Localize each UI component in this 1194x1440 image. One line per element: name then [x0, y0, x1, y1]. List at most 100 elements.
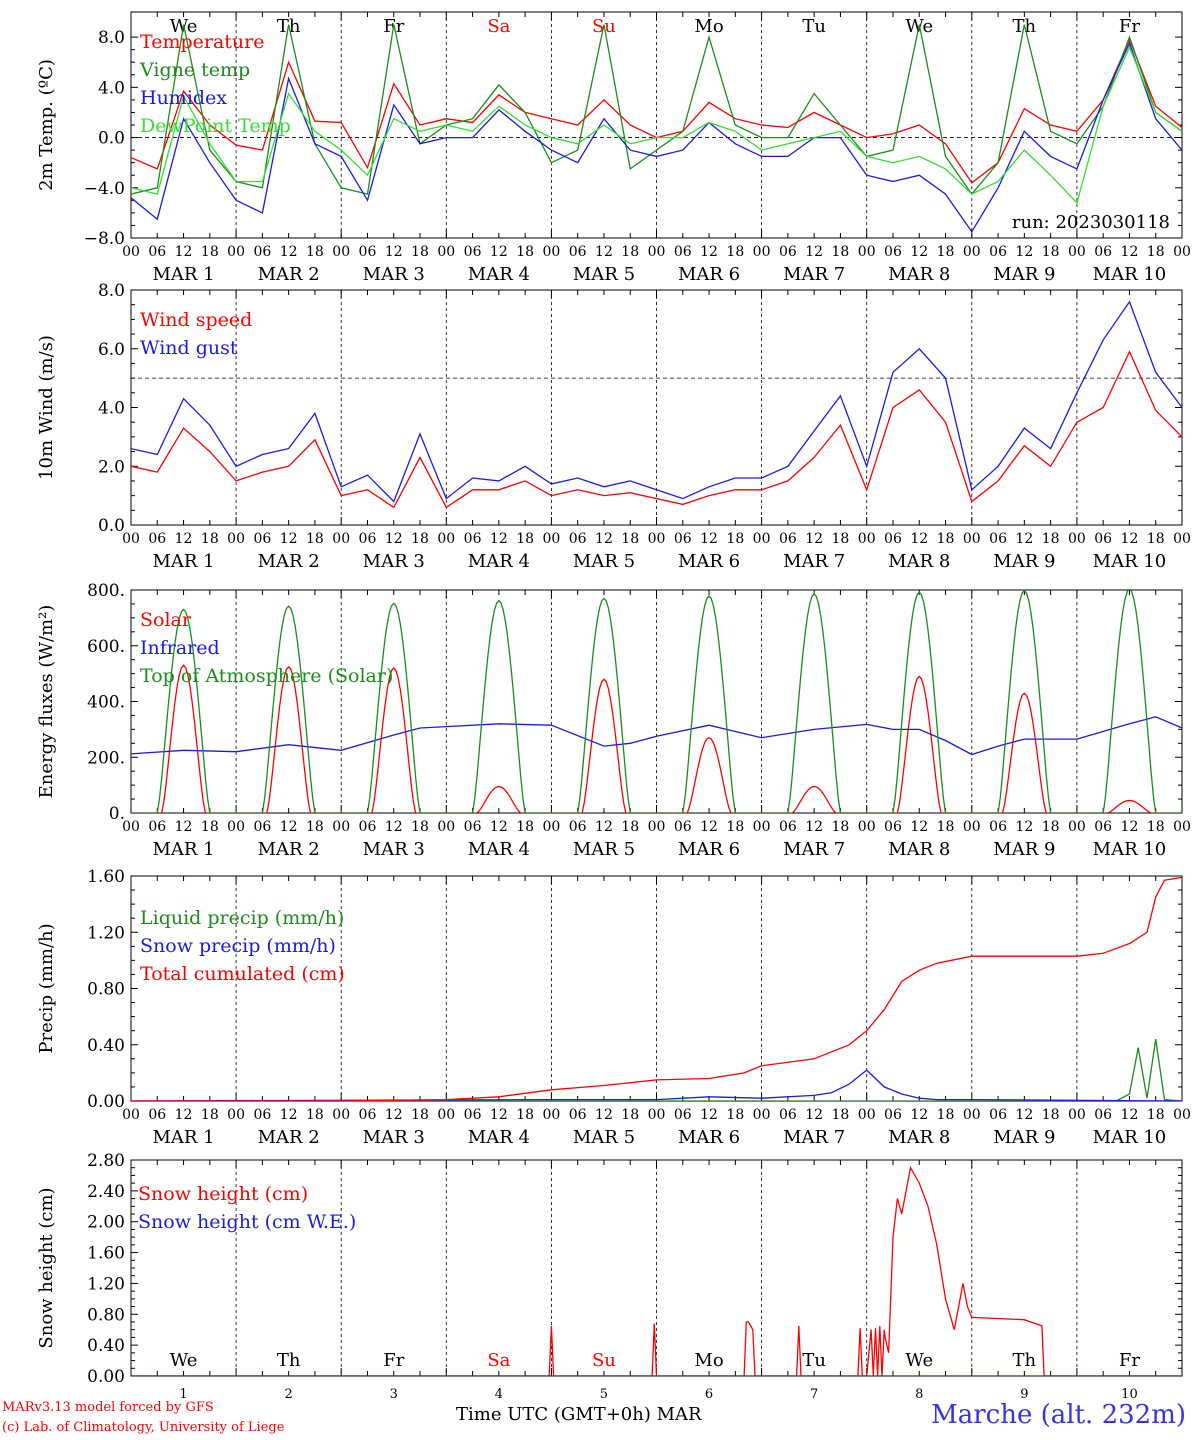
- date-label: MAR 3: [363, 264, 425, 285]
- hour-tick-label: 00: [963, 1107, 981, 1123]
- series-group: [131, 876, 1182, 1101]
- hour-tick-label: 06: [674, 531, 692, 547]
- hour-tick-label: 00: [437, 531, 455, 547]
- y-tick-label: 0.00: [87, 1092, 125, 1112]
- date-label: MAR 9: [993, 551, 1055, 572]
- hour-tick-label: 12: [385, 819, 403, 835]
- y-axis-label: Precip (mm/h): [36, 923, 57, 1053]
- weekday-label: Mo: [694, 16, 723, 37]
- hour-tick-label: 06: [569, 819, 587, 835]
- hour-tick-label: 00: [753, 819, 771, 835]
- hour-tick-label: 18: [621, 819, 639, 835]
- y-tick-label: 8.0: [98, 281, 125, 301]
- hour-tick-label: 00: [963, 244, 981, 260]
- weekday-label: Fr: [383, 1350, 404, 1371]
- hour-tick-label: 12: [175, 1107, 193, 1123]
- hour-tick-label: 18: [201, 531, 219, 547]
- date-label: MAR 5: [573, 1127, 635, 1148]
- hour-tick-label: 06: [674, 1107, 692, 1123]
- hour-tick-label: 12: [1015, 531, 1033, 547]
- weekday-label: Th: [277, 1350, 301, 1371]
- hour-tick-label: 06: [464, 531, 482, 547]
- hour-tick-label: 00: [437, 244, 455, 260]
- date-label: MAR 3: [363, 551, 425, 572]
- weekday-label: Sa: [487, 1350, 510, 1371]
- hour-tick-label: 18: [306, 819, 324, 835]
- hour-tick-label: 06: [253, 531, 271, 547]
- date-label: MAR 9: [993, 264, 1055, 285]
- series-line-0: [131, 1165, 1182, 1376]
- date-label: MAR 10: [1093, 264, 1167, 285]
- date-label: MAR 10: [1093, 1127, 1167, 1148]
- hour-tick-label: 12: [595, 1107, 613, 1123]
- hour-tick-label: 12: [700, 819, 718, 835]
- hour-tick-label: 00: [858, 819, 876, 835]
- hour-tick-label: 18: [411, 819, 429, 835]
- date-label: MAR 1: [152, 839, 214, 860]
- hour-tick-label: 12: [490, 819, 508, 835]
- hour-tick-label: 12: [490, 531, 508, 547]
- hour-tick-label: 12: [1121, 531, 1139, 547]
- hour-tick-label: 06: [884, 244, 902, 260]
- hour-tick-label: 00: [227, 531, 245, 547]
- date-label: MAR 5: [573, 264, 635, 285]
- hour-tick-label: 06: [569, 531, 587, 547]
- hour-tick-label: 00: [963, 531, 981, 547]
- hour-tick-label: 18: [1147, 244, 1165, 260]
- hour-tick-label: 18: [937, 244, 955, 260]
- hour-tick-label: 00: [227, 819, 245, 835]
- hour-tick-label: 18: [621, 1107, 639, 1123]
- weekday-label: Th: [1013, 1350, 1037, 1371]
- y-tick-label: 600.: [87, 637, 125, 657]
- weekday-label: Mo: [694, 1350, 723, 1371]
- series-line-1: [131, 1069, 1182, 1101]
- series-line-0: [131, 350, 1182, 509]
- hour-tick-label: 00: [332, 819, 350, 835]
- hour-tick-label: 00: [332, 244, 350, 260]
- hour-tick-label: 06: [989, 819, 1007, 835]
- hour-tick-label: 00: [1068, 244, 1086, 260]
- hour-tick-label: 12: [1015, 244, 1033, 260]
- y-tick-label: 8.0: [98, 28, 125, 48]
- hour-tick-label: 18: [832, 244, 850, 260]
- series-line-3: [131, 45, 1182, 205]
- hour-tick-label: 12: [175, 819, 193, 835]
- date-label: MAR 2: [258, 264, 320, 285]
- hour-tick-label: 00: [227, 244, 245, 260]
- hour-tick-label: 18: [726, 1107, 744, 1123]
- hour-tick-label: 06: [989, 244, 1007, 260]
- hour-tick-label: 06: [359, 1107, 377, 1123]
- date-label: MAR 7: [783, 839, 845, 860]
- hour-tick-label: 06: [359, 819, 377, 835]
- hour-tick-label: 12: [595, 819, 613, 835]
- hour-tick-label: 06: [148, 531, 166, 547]
- hour-tick-label: 18: [411, 531, 429, 547]
- hour-tick-label: 12: [805, 244, 823, 260]
- hour-tick-label: 00: [122, 531, 140, 547]
- hour-tick-label: 00: [1173, 244, 1191, 260]
- y-tick-label: −8.0: [84, 229, 125, 249]
- hour-tick-label: 18: [832, 531, 850, 547]
- legend-entry: Vigne temp: [139, 59, 250, 81]
- hour-tick-label: 18: [411, 244, 429, 260]
- hour-tick-label: 12: [805, 819, 823, 835]
- hour-tick-label: 12: [490, 1107, 508, 1123]
- y-tick-label: 800.: [87, 581, 125, 601]
- weekday-label: Su: [592, 1350, 616, 1371]
- hour-tick-label: 06: [884, 819, 902, 835]
- legend-entry: Wind speed: [140, 309, 252, 331]
- hour-tick-label: 06: [674, 819, 692, 835]
- y-tick-label: 2.0: [98, 457, 125, 477]
- series-line-1: [131, 300, 1182, 503]
- hour-tick-label: 00: [1068, 531, 1086, 547]
- hour-tick-label: 00: [1068, 1107, 1086, 1123]
- date-label: MAR 8: [888, 551, 950, 572]
- y-axis-label: Energy fluxes (W/m²): [36, 605, 57, 799]
- hour-tick-label: 00: [648, 531, 666, 547]
- y-tick-label: −4.0: [84, 179, 125, 199]
- hour-tick-label: 12: [175, 244, 193, 260]
- hour-tick-label: 18: [621, 244, 639, 260]
- hour-tick-label: 12: [700, 1107, 718, 1123]
- station-title: Marche (alt. 232m): [931, 1400, 1186, 1430]
- hour-tick-label: 18: [832, 1107, 850, 1123]
